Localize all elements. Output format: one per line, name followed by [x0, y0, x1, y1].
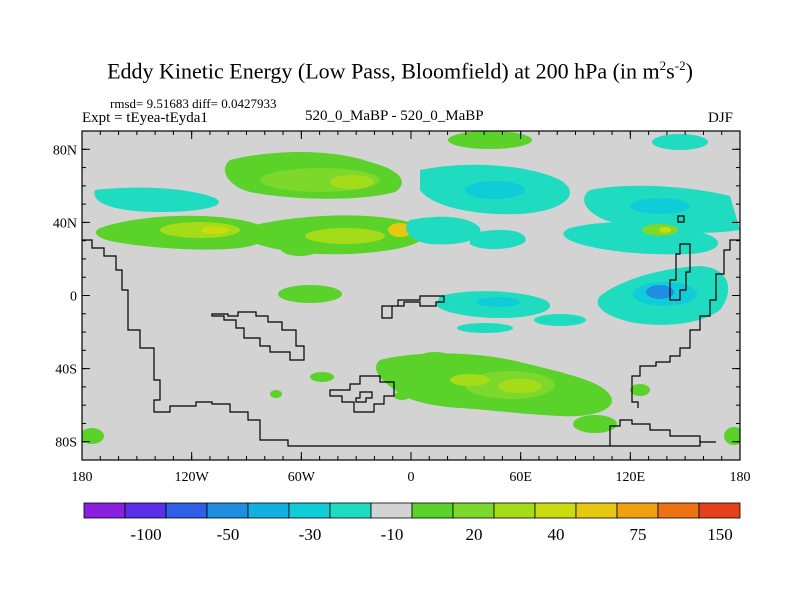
colorbar-label: 20 [466, 525, 483, 544]
comparison-label: 520_0_MaBP - 520_0_MaBP [305, 108, 484, 124]
coastlines [82, 215, 740, 447]
field-region-jet-west-core [160, 222, 240, 238]
field-region-north-asia-core [465, 181, 525, 199]
field-region-south-small-d [270, 390, 282, 398]
experiment-label: Expt = tEyea-tEyda1 [82, 110, 208, 126]
field-region-south-small-b [394, 392, 410, 400]
lat-tick-label: 80N [53, 143, 77, 158]
coast-northeast-notch [677, 215, 685, 223]
colorbar-swatch [698, 502, 741, 519]
colorbar-swatch [165, 502, 208, 519]
field-region-north-atlantic [94, 187, 219, 212]
field-region-north-pacific-peak [330, 175, 374, 189]
field-region-south-small-g [724, 427, 740, 445]
lon-tick-label: 120E [616, 470, 646, 485]
colorbar-swatch [657, 502, 700, 519]
field-region-tropics-d [534, 314, 586, 326]
colorbar-label: 150 [707, 525, 733, 544]
lat-tick-label: 40N [53, 216, 77, 231]
colorbar-labels: -100 -50 -30 -10 20 40 75 150 [130, 525, 732, 544]
field-region-jet-mid-core [305, 228, 385, 244]
field-region-south-atlantic-peak [498, 379, 542, 393]
colorbar-swatch [124, 502, 167, 519]
field-region-arctic-a [448, 131, 532, 149]
longitude-axis: 180 120W 60W 0 60E 120E 180 [72, 131, 751, 485]
lon-tick-label: 60E [509, 470, 532, 485]
field-region-south-small-h [630, 384, 650, 396]
colorbar-swatch [411, 502, 454, 519]
colorbar-swatch [288, 502, 331, 519]
field-region-south-small-f [82, 428, 104, 444]
colorbar-swatch [616, 502, 659, 519]
colorbar-swatch [329, 502, 372, 519]
season-label: DJF [708, 110, 734, 126]
lon-tick-label: 0 [408, 470, 415, 485]
field-region-jet-east [406, 216, 481, 245]
coast-western-continent [82, 239, 701, 447]
lat-tick-label: 80S [55, 436, 77, 451]
field-region-jet-blob [280, 240, 320, 256]
colorbar-swatch [83, 502, 126, 519]
field-region-south-small-a [310, 372, 334, 382]
field-region-arctic-b [652, 134, 708, 150]
coast-south-continent-east [609, 419, 716, 446]
colorbar-label: 40 [548, 525, 565, 544]
lat-tick-label: 40S [55, 363, 77, 378]
lon-tick-label: 120W [175, 470, 210, 485]
colorbar-label: -100 [130, 525, 161, 544]
field-region-south-indian [450, 374, 490, 386]
coast-equatorial-landmass [381, 295, 445, 319]
field-region-pacific-west-gold [659, 227, 671, 233]
coast-central-landmass [211, 311, 305, 361]
field-region-tropics-a [278, 285, 342, 303]
eke-field [82, 131, 740, 445]
colorbar-label: -50 [217, 525, 240, 544]
field-region-tropics-c-peak [646, 285, 674, 299]
field-region-tropics-b-core [476, 297, 520, 307]
lon-tick-label: 180 [72, 470, 93, 485]
colorbar-swatch [493, 502, 536, 519]
lon-tick-label: 180 [730, 470, 751, 485]
field-region-south-small-e [573, 415, 617, 433]
coast-south-archipelago [329, 375, 395, 413]
coast-eastern-margin [631, 239, 740, 408]
colorbar-swatch [534, 502, 577, 519]
chart-title: Eddy Kinetic Energy (Low Pass, Bloomfiel… [107, 58, 693, 84]
colorbar-swatch [206, 502, 249, 519]
field-region-north-east-core [630, 198, 690, 214]
latitude-axis: 80N 40N 0 40S 80S [53, 143, 740, 451]
colorbar-label: -30 [299, 525, 322, 544]
coast-eastern-strip [669, 243, 691, 301]
colorbar-label: -10 [381, 525, 404, 544]
field-region-tropics-e [457, 323, 513, 333]
colorbar [83, 502, 741, 519]
lon-tick-label: 60W [288, 470, 316, 485]
field-region-jet-west-peak [201, 226, 229, 234]
stats-label: rmsd= 9.51683 diff= 0.0427933 [110, 96, 277, 111]
colorbar-swatch [452, 502, 495, 519]
lat-tick-label: 0 [70, 290, 77, 305]
field-region-south-small-c [421, 352, 449, 360]
colorbar-swatch [575, 502, 618, 519]
colorbar-swatch [247, 502, 290, 519]
colorbar-swatch [370, 502, 413, 519]
field-region-jet-mid-peak [388, 223, 412, 237]
colorbar-label: 75 [630, 525, 647, 544]
coast-south-island [355, 391, 373, 403]
field-region-jet-cyan-strip [470, 229, 526, 250]
